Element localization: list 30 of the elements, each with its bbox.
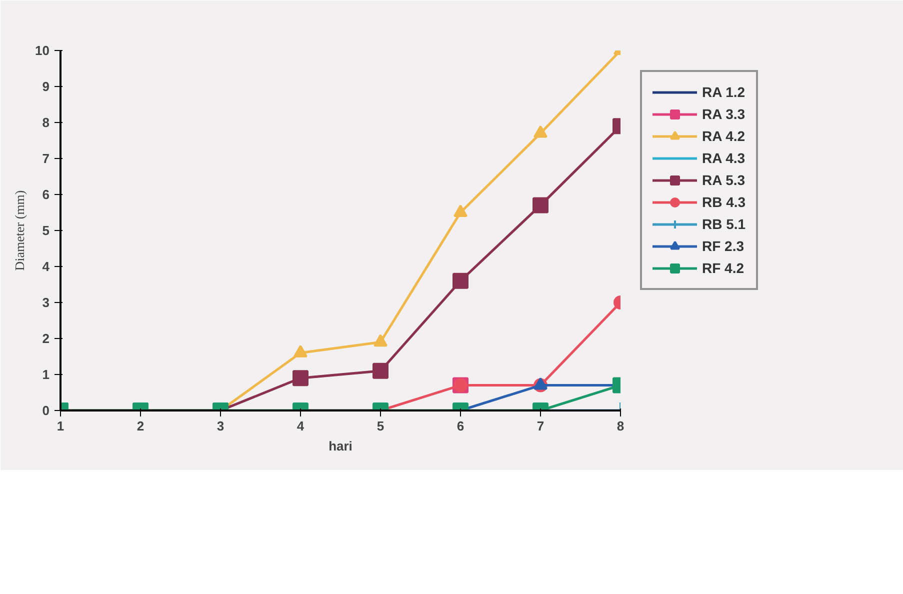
legend-label: RA 1.2 — [702, 84, 746, 100]
x-tick-label: 3 — [216, 418, 224, 434]
y-tick-label: 3 — [42, 295, 50, 310]
y-tick-label: 2 — [42, 331, 50, 346]
legend-label: RF 4.2 — [702, 260, 744, 276]
y-axis-title: Diameter (mm) — [12, 190, 28, 271]
legend-label: RA 3.3 — [702, 106, 746, 122]
legend-label: RF 2.3 — [702, 238, 744, 254]
y-tick-label: 10 — [35, 43, 50, 58]
y-tick-label: 5 — [42, 223, 50, 238]
y-tick-label: 4 — [42, 259, 50, 274]
y-tick-label: 6 — [42, 187, 50, 202]
legend-label: RA 4.3 — [702, 150, 746, 166]
legend-label: RB 4.3 — [702, 194, 746, 210]
x-tick-label: 6 — [456, 418, 464, 434]
x-tick-label: 2 — [136, 418, 144, 434]
legend-label: RB 5.1 — [702, 216, 746, 232]
y-tick-label: 1 — [42, 367, 50, 382]
x-tick-label: 4 — [296, 418, 305, 434]
legend-label: RA 4.2 — [702, 128, 746, 144]
y-tick-label: 8 — [42, 115, 50, 130]
x-tick-label: 1 — [56, 418, 64, 434]
y-tick-label: 9 — [42, 79, 50, 94]
x-axis-title: hari — [328, 438, 352, 454]
legend-label: RA 5.3 — [702, 172, 746, 188]
x-tick-label: 5 — [376, 418, 384, 434]
y-tick-label: 7 — [42, 151, 50, 166]
x-tick-label: 7 — [536, 418, 544, 434]
y-tick-label: 0 — [42, 403, 50, 418]
x-tick-label: 8 — [616, 418, 624, 434]
